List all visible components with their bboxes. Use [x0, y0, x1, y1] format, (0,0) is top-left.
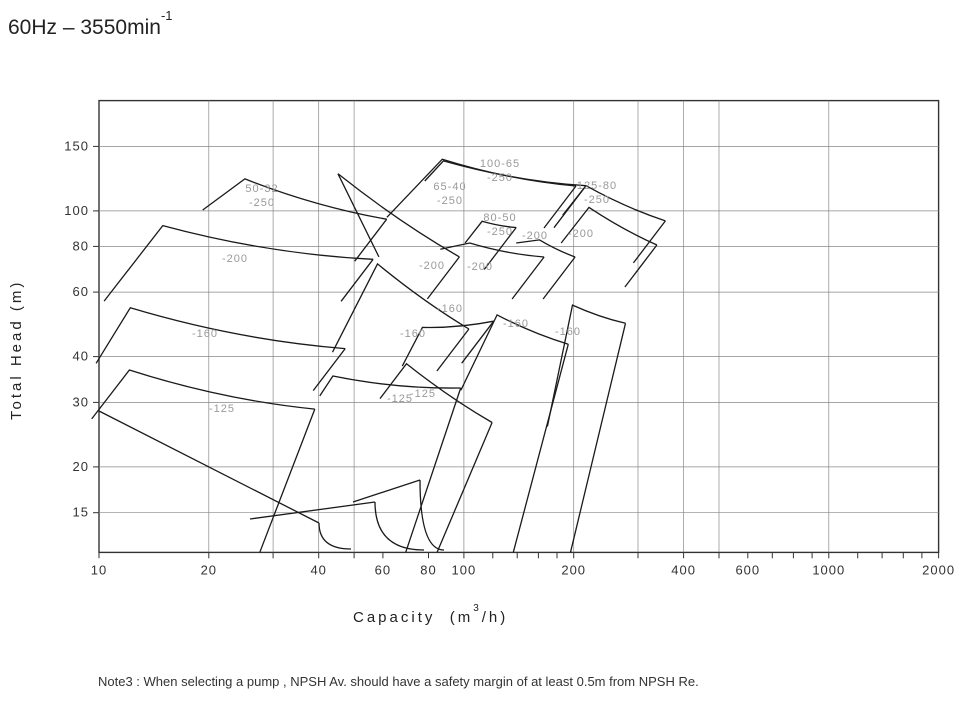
svg-text:20: 20: [73, 459, 89, 474]
svg-text:-200: -200: [419, 260, 445, 272]
svg-text:100: 100: [64, 203, 89, 218]
svg-text:60: 60: [375, 562, 391, 577]
svg-text:65-40: 65-40: [433, 181, 466, 193]
svg-text:30: 30: [73, 394, 89, 409]
svg-text:-125: -125: [209, 403, 235, 415]
svg-text:20: 20: [201, 562, 217, 577]
svg-text:-160: -160: [192, 328, 218, 340]
svg-text:-160: -160: [503, 318, 529, 330]
svg-text:-200: -200: [568, 228, 594, 240]
svg-text:-250: -250: [487, 226, 513, 238]
svg-text:150: 150: [64, 138, 89, 153]
svg-text:80: 80: [73, 238, 89, 253]
svg-text:-200: -200: [522, 230, 548, 242]
svg-text:125-80: 125-80: [577, 180, 617, 192]
svg-text:-250: -250: [487, 172, 513, 184]
svg-text:40: 40: [73, 349, 89, 364]
svg-text:-125: -125: [410, 388, 436, 400]
svg-text:1000: 1000: [812, 562, 845, 577]
svg-text:80: 80: [420, 562, 436, 577]
svg-text:-250: -250: [249, 197, 275, 209]
svg-text:10: 10: [91, 562, 107, 577]
svg-text:-160: -160: [437, 303, 463, 315]
svg-text:40: 40: [310, 562, 326, 577]
svg-text:-160: -160: [400, 328, 426, 340]
svg-text:-250: -250: [584, 194, 610, 206]
svg-text:15: 15: [73, 505, 89, 520]
svg-text:80-50: 80-50: [483, 212, 516, 224]
svg-text:2000: 2000: [922, 562, 955, 577]
svg-text:200: 200: [561, 562, 586, 577]
svg-text:-250: -250: [437, 195, 463, 207]
svg-text:-200: -200: [467, 261, 493, 273]
svg-text:50-32: 50-32: [245, 183, 278, 195]
svg-text:100: 100: [452, 562, 477, 577]
svg-text:-160: -160: [555, 326, 581, 338]
svg-text:400: 400: [671, 562, 696, 577]
svg-text:100-65: 100-65: [480, 158, 520, 170]
svg-text:60: 60: [73, 284, 89, 299]
svg-text:600: 600: [735, 562, 760, 577]
svg-text:-200: -200: [222, 253, 248, 265]
